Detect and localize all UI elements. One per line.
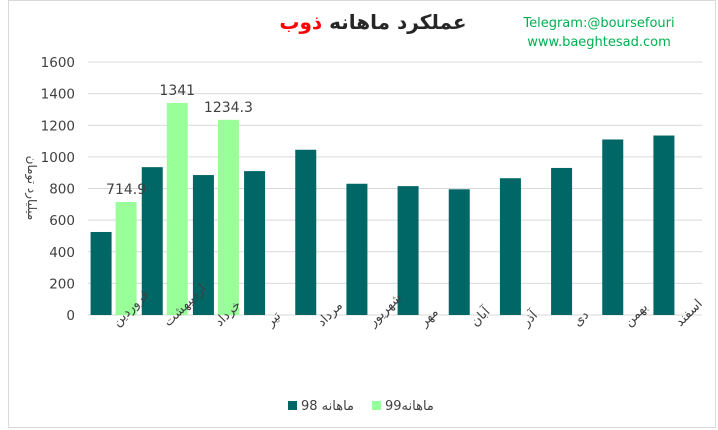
y-tick-label-8: 1600 [41, 55, 75, 71]
x-tick-label-10: بهمن [621, 300, 651, 330]
x-tick-label-2: خرداد [212, 298, 244, 330]
bar-s1-8 [499, 178, 521, 315]
promo-block: Telegram:@boursefouri www.baeghtesad.com [514, 14, 684, 52]
x-tick-label-3: تیر [263, 309, 285, 331]
bar-s2-1 [166, 102, 188, 315]
y-tick-label-1: 200 [49, 276, 75, 292]
y-axis-ticks: 0 200 400 600 800 1000 1200 1400 1600 [41, 55, 75, 324]
bar-s1-5 [346, 183, 368, 315]
promo-telegram: Telegram:@boursefouri [523, 16, 675, 31]
bar-s1-10 [602, 139, 624, 315]
y-tick-label-4: 800 [49, 182, 75, 198]
data-label-s2-2: 1234.3 [204, 100, 253, 116]
chart-title-highlight: ذوب [279, 10, 323, 34]
chart-title-prefix: عملکرد ماهانه [329, 10, 467, 34]
legend-label-2: ماهانه99 [385, 399, 434, 414]
data-labels: 714.9 1341 1234.3 [106, 83, 253, 198]
legend-label-1: ماهانه 98 [301, 399, 354, 414]
y-tick-label-2: 400 [49, 245, 75, 261]
bar-s1-4 [295, 149, 317, 315]
bar-s1-1 [141, 167, 163, 315]
x-tick-label-4: مرداد [314, 298, 345, 329]
bar-s1-11 [653, 135, 675, 315]
legend-swatch-1 [288, 401, 297, 410]
bar-s2-2 [217, 119, 239, 315]
x-tick-label-11: اسفند [673, 297, 706, 330]
bars [90, 102, 675, 315]
y-tick-label-7: 1400 [41, 87, 75, 103]
y-axis-label: میلیارد تومان [24, 156, 39, 221]
bar-s1-9 [551, 167, 573, 315]
bar-s1-7 [448, 189, 470, 315]
y-tick-label-6: 1200 [41, 118, 75, 134]
y-tick-label-3: 600 [49, 213, 75, 229]
data-label-s2-0: 714.9 [106, 182, 146, 198]
bar-s1-6 [397, 186, 419, 315]
x-tick-label-7: آبان [467, 302, 495, 330]
y-tick-label-0: 0 [66, 308, 75, 324]
x-tick-label-6: مهر [416, 305, 442, 331]
bar-s2-0 [115, 201, 137, 315]
x-tick-label-9: دی [570, 308, 592, 330]
y-tick-label-5: 1000 [41, 150, 75, 166]
promo-website: www.baeghtesad.com [527, 35, 671, 50]
bar-s1-0 [90, 231, 112, 315]
data-label-s2-1: 1341 [159, 83, 195, 99]
bar-s1-3 [244, 171, 266, 315]
gridlines [88, 61, 702, 316]
chart-title: عملکرد ماهانه ذوب [268, 10, 478, 34]
legend-swatch-2 [372, 401, 381, 410]
legend: ماهانه 98 ماهانه99 [288, 399, 434, 414]
bar-s1-2 [192, 175, 214, 315]
